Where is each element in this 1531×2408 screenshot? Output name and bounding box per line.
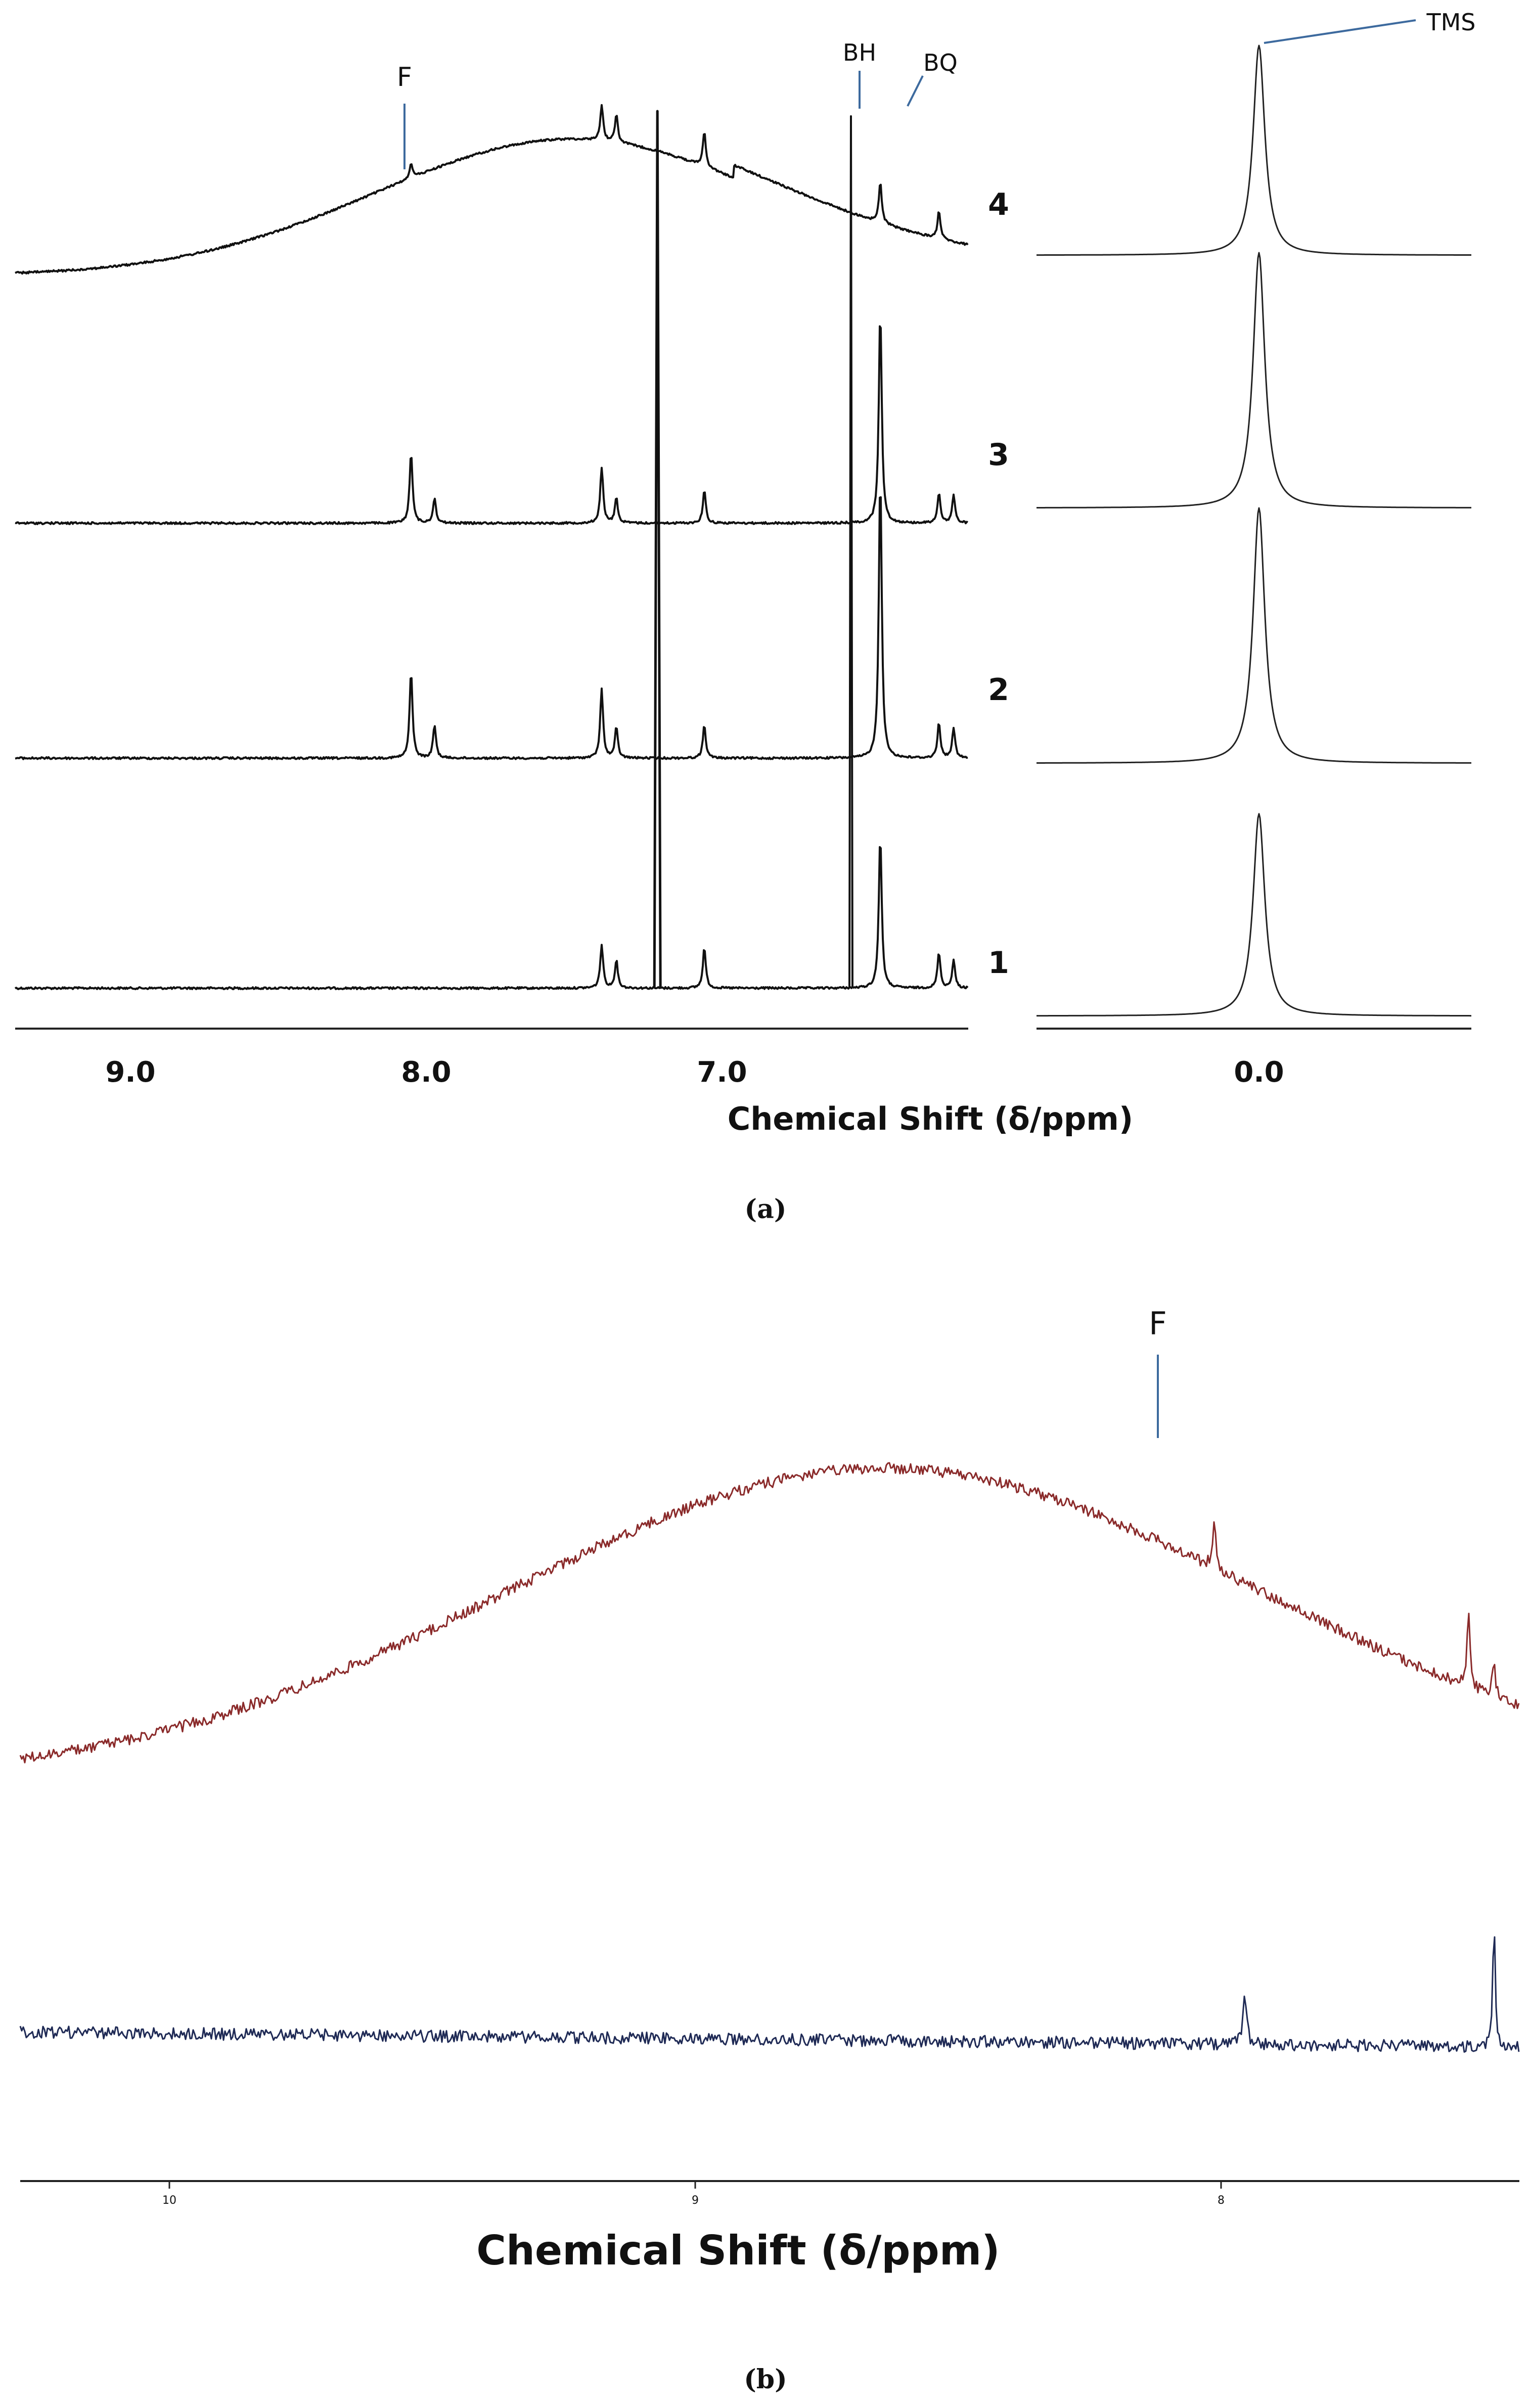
tms-peak-1 <box>1037 813 1471 1017</box>
tms-peak-3 <box>1037 252 1471 508</box>
panel-a-tms-tick: 0.0 <box>1234 1056 1284 1089</box>
series-label-4: 4 <box>988 187 1009 222</box>
bh-peak <box>848 115 853 989</box>
series-label-3: 3 <box>988 437 1009 473</box>
tms-peak-2 <box>1037 507 1471 764</box>
peak-tms-marker <box>1264 19 1416 44</box>
spectrum-line-2 <box>15 496 968 760</box>
peak-label-bq: BQ <box>923 49 958 76</box>
panel-a-x-axis-title: Chemical Shift (δ/ppm) <box>728 1100 1134 1137</box>
panel-b-label: (b) <box>744 2364 787 2395</box>
panel-b-tick: 8 <box>1218 2194 1225 2207</box>
panel-a: 9.0 8.0 7.0 0.0 Chemical Shift (δ/ppm) 4… <box>14 9 1476 1225</box>
panel-a-tick: 8.0 <box>401 1056 451 1089</box>
panel-b-tick: 10 <box>162 2194 176 2207</box>
panel-a-tick: 7.0 <box>697 1056 747 1089</box>
spectrum-line-top <box>19 1462 1520 1764</box>
peak-label-bh: BH <box>843 39 876 66</box>
spectrum-line-4 <box>15 104 969 275</box>
panel-b-spectra <box>19 1462 1520 2053</box>
peak-label-tms: TMS <box>1426 9 1476 36</box>
peak-label-f-b: F <box>1149 1305 1167 1342</box>
solvent-peak <box>653 110 662 989</box>
panel-b-x-axis-title: Chemical Shift (δ/ppm) <box>476 2227 1000 2274</box>
panel-a-spectra <box>14 104 969 990</box>
series-label-1: 1 <box>988 945 1009 981</box>
peak-label-f: F <box>397 62 412 92</box>
tms-peak-4 <box>1037 44 1471 256</box>
panel-a-label: (a) <box>745 1194 787 1225</box>
spectrum-line-3 <box>15 325 968 525</box>
peak-bq-marker <box>907 75 924 107</box>
spectrum-line-1 <box>14 846 969 990</box>
panel-b: 10 9 8 Chemical Shift (δ/ppm) F (b) <box>19 1305 1520 2395</box>
panel-b-tick: 9 <box>692 2194 699 2207</box>
spectrum-line-bottom <box>19 1936 1520 2053</box>
series-label-2: 2 <box>988 672 1009 708</box>
panel-a-tick: 9.0 <box>105 1056 155 1089</box>
panel-a-tms-spectra <box>1037 44 1471 1017</box>
